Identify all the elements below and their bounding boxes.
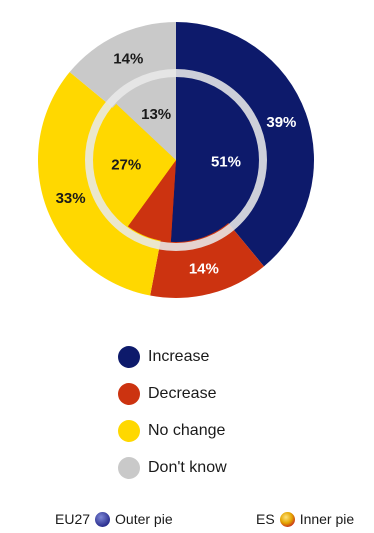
- outer-label-don-t-know: 14%: [113, 51, 143, 68]
- legend-label-decrease: Decrease: [148, 384, 217, 402]
- legend-item-decrease: Decrease: [118, 375, 227, 412]
- eu-flag-icon: [95, 511, 111, 527]
- legend-swatch-no-change: [118, 419, 140, 442]
- legend-label-dont-know: Don't know: [148, 458, 227, 476]
- outer-pie-key-name: EU27: [55, 511, 91, 527]
- legend-item-increase: Increase: [118, 338, 227, 375]
- outer-label-decrease: 14%: [189, 260, 219, 277]
- ring-separator: [85, 69, 267, 251]
- inner-label-don-t-know: 13%: [141, 106, 171, 123]
- inner-slice-don-t-know: [116, 78, 176, 160]
- inner-label-no-change: 27%: [111, 157, 141, 174]
- inner-pie-key-label: Inner pie: [299, 511, 355, 527]
- legend-item-no-change: No change: [118, 412, 227, 449]
- legend-item-dont-know: Don't know: [118, 449, 227, 486]
- spain-flag-icon: [279, 511, 295, 527]
- outer-pie-key: EU27 Outer pie: [55, 511, 173, 527]
- legend: Increase Decrease No change Don't know: [118, 338, 227, 486]
- legend-swatch-decrease: [118, 382, 140, 405]
- inner-pie-key: ES Inner pie: [256, 511, 354, 527]
- inner-slice-no-change: [94, 103, 176, 227]
- inner-label-increase: 51%: [211, 154, 241, 171]
- legend-swatch-increase: [118, 345, 140, 368]
- legend-label-no-change: No change: [148, 421, 226, 439]
- pie-chart: 39% 14% 33% 14% 51% 27% 13%: [37, 21, 315, 298]
- inner-slice-decrease: [127, 160, 176, 242]
- legend-swatch-dont-know: [118, 456, 140, 479]
- inner-pie-key-name: ES: [256, 511, 275, 527]
- outer-pie-key-label: Outer pie: [115, 511, 173, 527]
- legend-label-increase: Increase: [148, 347, 210, 365]
- inner-slice-increase: [170, 78, 259, 243]
- outer-label-no-change: 33%: [56, 190, 86, 207]
- outer-label-increase: 39%: [266, 114, 296, 131]
